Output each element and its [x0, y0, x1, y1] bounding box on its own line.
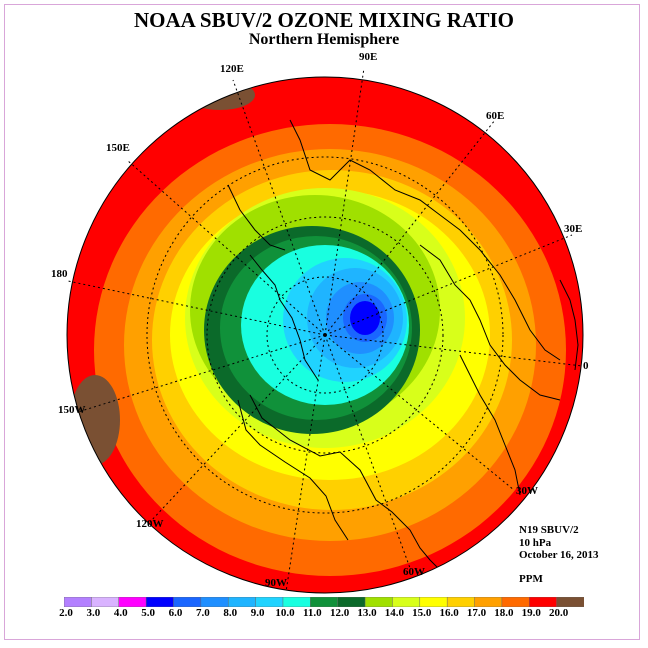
legend-swatch	[64, 597, 93, 607]
lon-label-30e: 30E	[564, 223, 583, 235]
lon-label-60e: 60E	[486, 110, 505, 122]
image-frame	[4, 4, 640, 640]
legend-tick-label: 19.0	[521, 607, 541, 619]
legend-tick-label: 14.0	[384, 607, 405, 619]
map-title: NOAA SBUV/2 OZONE MIXING RATIO	[134, 8, 514, 32]
lon-label-120w: 120W	[136, 518, 164, 530]
lon-label-0: 0	[583, 360, 589, 372]
legend-tick-label: 7.0	[195, 607, 210, 619]
legend-tick-label: 13.0	[357, 607, 377, 619]
legend-tick-label: 15.0	[412, 607, 432, 619]
legend-swatch	[337, 597, 366, 607]
lon-label-30w: 30W	[516, 485, 538, 497]
legend-swatch	[145, 597, 175, 607]
legend-swatch	[310, 597, 339, 607]
lon-label-150e: 150E	[106, 142, 130, 154]
lon-label-60w: 60W	[403, 566, 425, 578]
lon-label-90e: 90E	[359, 51, 378, 63]
legend-tick-label: 16.0	[439, 607, 459, 619]
legend-swatch	[227, 597, 257, 607]
lon-label-90w: 90W	[265, 577, 287, 589]
legend-swatch	[419, 597, 448, 607]
pressure-level: 10 hPa	[519, 537, 552, 549]
lon-label-180: 180	[51, 268, 68, 280]
legend-tick-label: 8.0	[223, 607, 238, 619]
legend-swatch	[529, 597, 558, 607]
legend-swatch	[200, 597, 229, 607]
legend-swatch	[255, 597, 284, 607]
legend-swatch	[282, 597, 312, 607]
lon-label-150w: 150W	[58, 404, 86, 416]
legend-swatch	[501, 597, 531, 607]
legend-swatch	[474, 597, 503, 607]
ozone-contour-bands	[67, 77, 583, 593]
legend-swatch	[556, 597, 584, 607]
legend-tick-label: 20.0	[549, 607, 569, 619]
legend-tick-label: 17.0	[466, 607, 487, 619]
band-5	[350, 301, 380, 335]
legend-tick-label: 10.0	[275, 607, 295, 619]
legend-tick-label: 2.0	[59, 607, 73, 619]
legend-swatch	[392, 597, 421, 607]
legend-tick-label: 4.0	[113, 607, 128, 619]
date-label: October 16, 2013	[519, 549, 599, 561]
color-legend	[64, 597, 584, 607]
legend-tick-label: 18.0	[494, 607, 514, 619]
legend-tick-label: 6.0	[168, 607, 183, 619]
legend-tick-label: 3.0	[86, 607, 101, 619]
graticule	[67, 67, 583, 593]
map-border	[66, 76, 584, 594]
units-label: PPM	[519, 573, 543, 585]
instrument-label: N19 SBUV/2	[519, 524, 579, 536]
lon-label-120e: 120E	[220, 63, 244, 75]
legend-tick-label: 11.0	[302, 607, 322, 619]
coastlines	[227, 119, 579, 571]
map-subtitle: Northern Hemisphere	[248, 31, 400, 48]
legend-tick-label: 12.0	[330, 607, 350, 619]
legend-swatch	[446, 597, 476, 607]
legend-swatch	[118, 597, 147, 607]
legend-swatch	[364, 597, 394, 607]
legend-tick-label: 5.0	[141, 607, 155, 619]
legend-swatch	[91, 597, 120, 607]
legend-swatch	[173, 597, 202, 607]
legend-tick-label: 9.0	[250, 607, 265, 619]
band-20-top	[185, 80, 255, 110]
